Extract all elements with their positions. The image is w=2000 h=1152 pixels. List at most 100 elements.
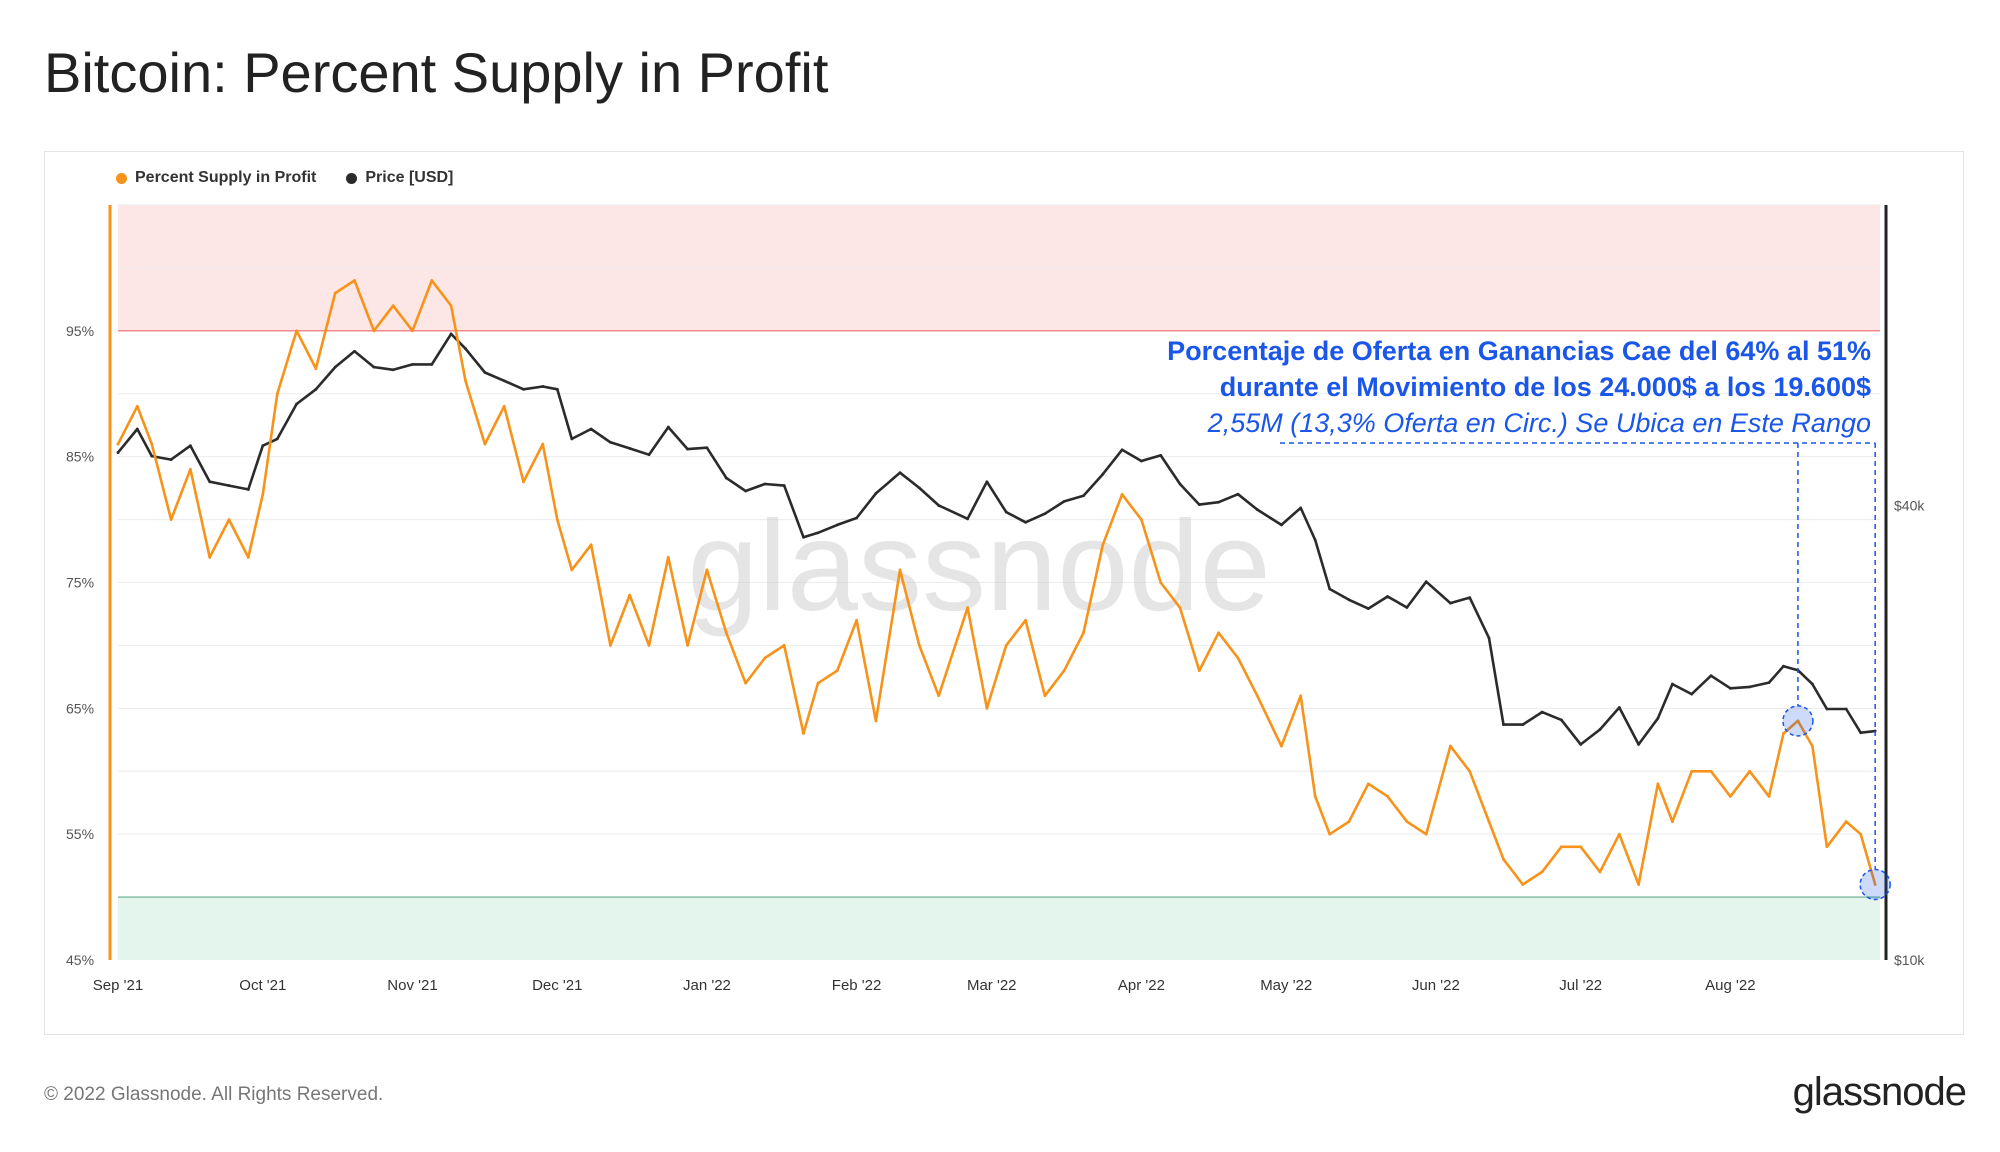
price-point <box>985 480 989 484</box>
y-left-tick-label: 45% <box>66 952 94 968</box>
legend-supply[interactable]: Percent Supply in Profit <box>116 169 316 187</box>
supply-point <box>1062 669 1066 672</box>
price-point <box>1159 453 1163 457</box>
supply-point <box>1468 769 1472 773</box>
supply-point <box>1502 857 1505 861</box>
supply-point <box>1487 820 1491 823</box>
price-point <box>1197 503 1201 507</box>
price-point <box>275 437 279 441</box>
price-point <box>1825 707 1829 711</box>
price-point <box>570 437 574 441</box>
price-point <box>1178 482 1182 486</box>
price-point <box>1709 674 1713 678</box>
price-point <box>1782 664 1785 668</box>
price-point <box>1502 723 1505 727</box>
price-point <box>1328 587 1332 591</box>
price-point <box>1559 718 1563 722</box>
price-point <box>686 447 690 451</box>
glassnode-logo[interactable]: glassnode <box>1792 1070 1967 1114</box>
supply-point <box>1844 820 1848 823</box>
price-point <box>1082 494 1085 498</box>
supply-point <box>835 669 839 672</box>
legend-price[interactable]: Price [USD] <box>346 169 453 187</box>
supply-point <box>724 631 728 635</box>
supply-point <box>1448 744 1452 748</box>
supply-point <box>1424 832 1428 836</box>
supply-point <box>1082 631 1085 635</box>
y-right-tick-label: $10k <box>1894 952 1925 968</box>
price-point <box>898 471 902 475</box>
price-point <box>1347 598 1351 602</box>
price-point <box>1424 580 1428 584</box>
supply-point <box>1709 769 1713 773</box>
x-tick-label: Oct '21 <box>239 977 286 994</box>
price-point <box>628 447 632 450</box>
x-tick-label: Feb '22 <box>832 977 882 994</box>
supply-point <box>1178 606 1182 610</box>
price-point <box>589 427 593 431</box>
price-point <box>449 332 453 336</box>
price-point <box>541 385 545 388</box>
supply-point <box>1782 732 1785 735</box>
supply-point <box>1236 656 1240 660</box>
supply-point <box>169 518 173 521</box>
price-point <box>227 484 231 487</box>
price-point <box>135 427 139 431</box>
price-point <box>1062 499 1066 503</box>
supply-point <box>541 442 545 446</box>
supply-point <box>782 644 786 647</box>
supply-point <box>372 329 376 333</box>
supply-point <box>1656 782 1660 786</box>
price-point <box>1217 500 1221 504</box>
supply-point <box>1873 883 1877 886</box>
supply-point <box>666 555 670 559</box>
price-point <box>1767 681 1771 685</box>
supply-point <box>430 279 434 282</box>
supply-point <box>1280 744 1283 748</box>
price-point <box>353 349 356 353</box>
price-point <box>855 516 858 520</box>
y-left-tick-label: 95% <box>66 323 94 339</box>
x-tick-label: Apr '22 <box>1118 977 1165 994</box>
x-tick-label: Jul '22 <box>1559 977 1602 994</box>
price-point <box>391 368 395 372</box>
price-dot-icon <box>346 172 358 184</box>
supply-point <box>647 644 651 647</box>
supply-point <box>1101 543 1105 547</box>
x-tick-label: May '22 <box>1260 977 1312 994</box>
supply-point <box>1366 782 1370 786</box>
supply-point <box>1796 719 1800 723</box>
x-tick-label: Aug '22 <box>1705 977 1755 994</box>
supply-point <box>1559 845 1563 849</box>
price-point <box>1120 448 1124 452</box>
supply-point <box>1748 769 1752 773</box>
supply-point <box>1637 883 1641 886</box>
lower-band <box>118 897 1880 960</box>
page-title: Bitcoin: Percent Supply in Profit <box>44 41 829 104</box>
supply-point <box>275 392 279 396</box>
supply-point <box>391 304 395 308</box>
supply-point <box>1825 845 1829 849</box>
y-left-ticks: 95% 85% 75% 65% 55% 45% <box>66 323 94 968</box>
annotation-shapes <box>1280 442 1891 901</box>
price-point <box>261 444 265 448</box>
supply-point <box>1859 832 1863 836</box>
price-point <box>816 531 820 535</box>
price-point <box>1656 716 1660 720</box>
annotation-circle-end <box>1859 868 1891 901</box>
supply-point <box>1540 870 1544 874</box>
price-point <box>835 523 839 527</box>
supply-point <box>1617 832 1621 836</box>
price-point <box>1468 596 1472 599</box>
supply-point <box>227 518 231 521</box>
watermark: glassnode <box>687 495 1271 638</box>
y-left-tick-label: 55% <box>66 826 94 842</box>
supply-point <box>449 304 453 308</box>
annotation-line-1: Porcentaje de Oferta en Ganancias Cae de… <box>1167 336 1871 366</box>
supply-point <box>1217 631 1221 635</box>
supply-point <box>1690 769 1694 773</box>
price-point <box>314 387 318 391</box>
price-point <box>246 488 250 491</box>
legend-price-label: Price [USD] <box>365 169 454 186</box>
